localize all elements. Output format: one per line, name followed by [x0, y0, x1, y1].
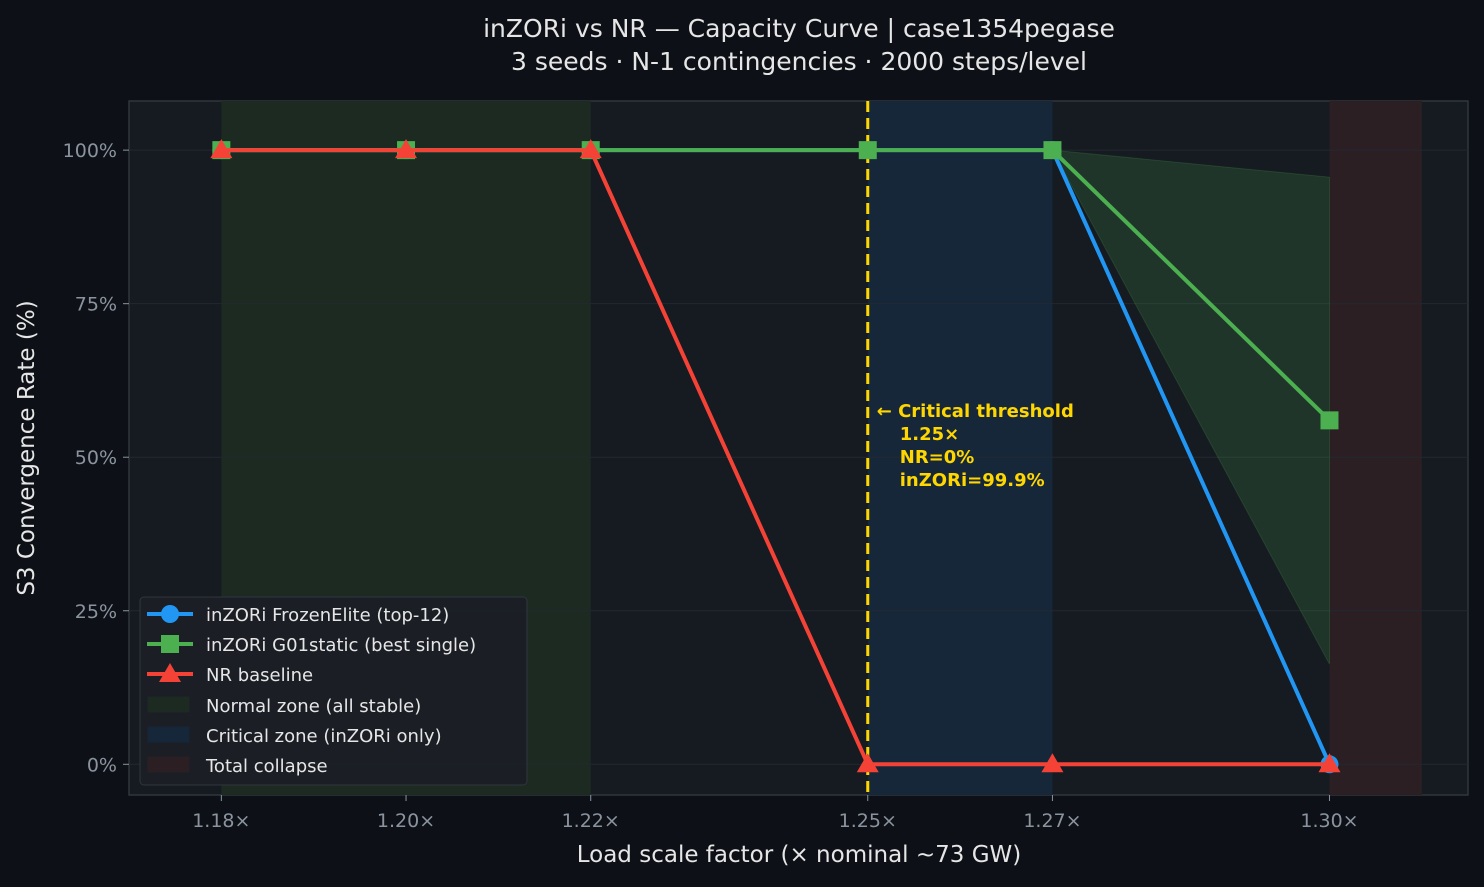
data-point-2 [395, 139, 418, 159]
y-tick-label: 100% [63, 140, 117, 162]
x-tick-label: 1.22× [562, 810, 620, 832]
series-line-2 [221, 148, 1330, 767]
data-point-1 [1320, 411, 1339, 430]
y-tick-label: 50% [75, 447, 117, 469]
legend-label: Normal zone (all stable) [206, 696, 421, 717]
data-point-2 [1318, 753, 1341, 773]
legend-marker [161, 605, 179, 623]
legend-label: NR baseline [206, 665, 313, 686]
legend-label: Critical zone (inZORi only) [206, 726, 442, 747]
x-tick-label: 1.27× [1023, 810, 1081, 832]
x-tick-label: 1.20× [377, 810, 435, 832]
x-axis-label: Load scale factor (× nominal ~73 GW) [577, 842, 1022, 868]
threshold-annotation: 1.25× [900, 424, 960, 445]
zone-2 [1329, 101, 1422, 795]
legend-label: Total collapse [205, 756, 328, 777]
x-tick-label: 1.30× [1300, 810, 1358, 832]
threshold-annotation: inZORi=99.9% [900, 470, 1045, 491]
chart-title: inZORi vs NR — Capacity Curve | case1354… [483, 14, 1115, 43]
legend-label: inZORi FrozenElite (top-12) [206, 605, 449, 626]
legend-swatch [147, 696, 190, 713]
y-tick-label: 0% [87, 754, 117, 776]
legend-swatch [147, 726, 190, 743]
data-point-2 [1041, 753, 1064, 773]
y-tick-label: 75% [75, 294, 117, 316]
data-point-1 [858, 141, 877, 160]
legend-label: inZORi G01static (best single) [206, 635, 476, 656]
y-tick-label: 25% [75, 601, 117, 623]
legend: inZORi FrozenElite (top-12) inZORi G01sta… [139, 596, 528, 786]
x-tick-label: 1.18× [192, 810, 250, 832]
data-point-2 [856, 753, 879, 773]
data-point-2 [579, 139, 602, 159]
legend-box [139, 596, 528, 786]
threshold-annotation: ← Critical threshold [877, 401, 1074, 422]
data-point-1 [1043, 141, 1062, 160]
chart-subtitle: 3 seeds · N-1 contingencies · 2000 steps… [511, 47, 1087, 76]
y-axis-label: S3 Convergence Rate (%) [14, 300, 40, 595]
data-point-2 [210, 139, 233, 159]
legend-marker [161, 635, 179, 653]
legend-marker [159, 663, 181, 682]
zone-1 [867, 101, 1053, 795]
x-tick-label: 1.25× [839, 810, 897, 832]
threshold-annotation: NR=0% [900, 447, 975, 468]
legend-swatch [147, 756, 190, 773]
